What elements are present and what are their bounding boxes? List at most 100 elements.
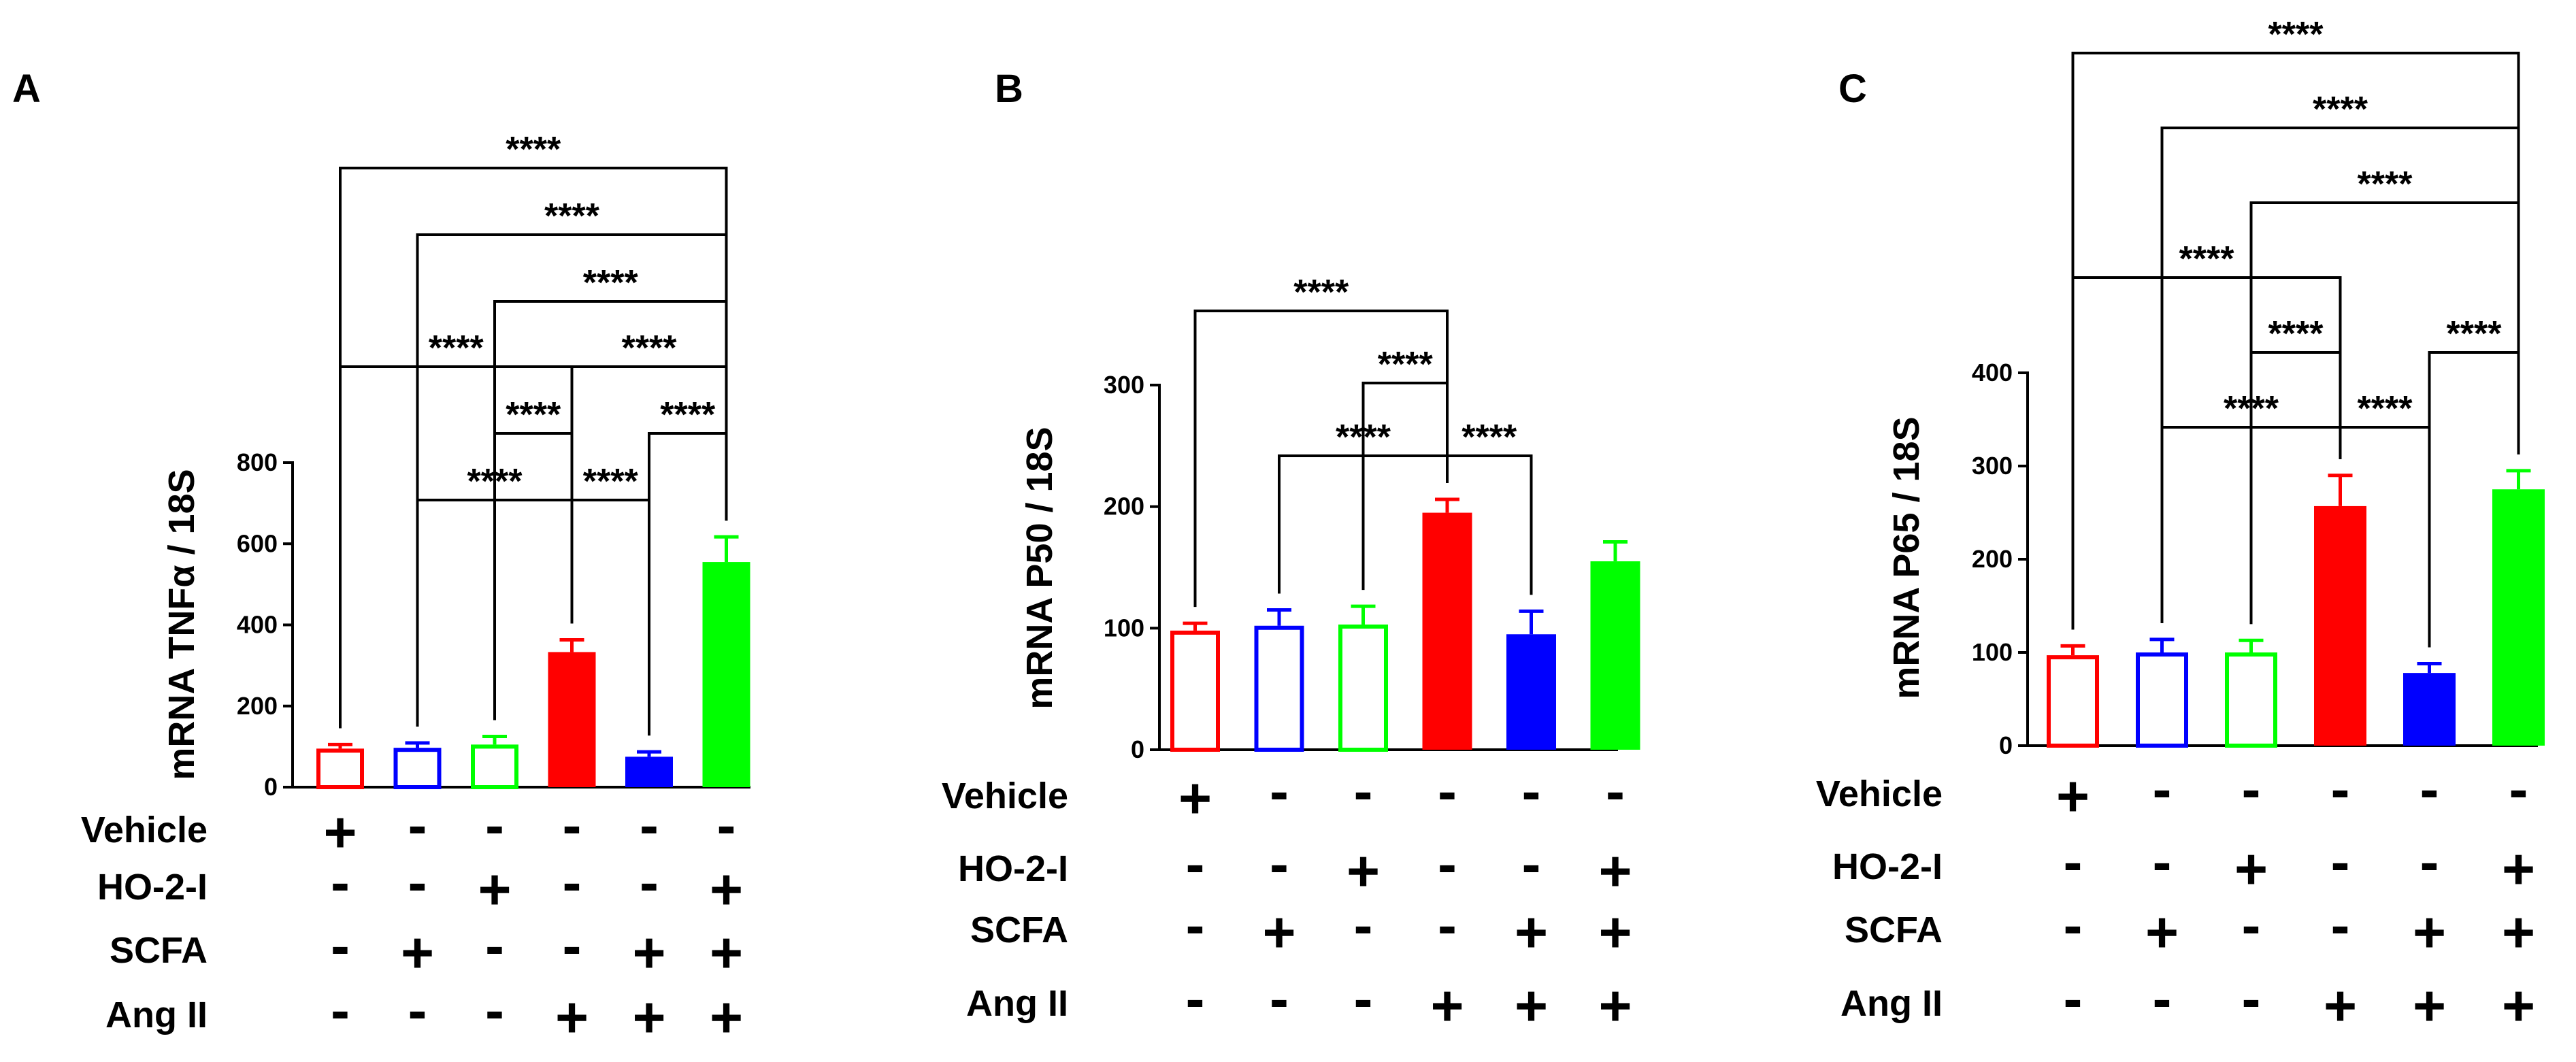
treatment-sign: -: [1606, 759, 1625, 823]
y-axis-title: mRNA TNFα / 18S: [161, 469, 202, 780]
significance-label: ****: [583, 263, 639, 303]
bar: [625, 757, 673, 787]
treatment-sign: +: [1347, 839, 1380, 903]
treatment-sign: +: [401, 920, 434, 984]
treatment-sign: +: [632, 920, 665, 984]
significance-label: ****: [1293, 273, 1349, 312]
significance-label: ****: [506, 395, 561, 435]
y-tick-label: 600: [237, 529, 278, 557]
treatment-sign: -: [717, 793, 736, 857]
treatment-sign: -: [1354, 759, 1373, 823]
treatment-sign: -: [2420, 830, 2439, 894]
treatment-sign: -: [1270, 759, 1289, 823]
treatment-sign: -: [2242, 893, 2261, 957]
treatment-sign: +: [1598, 839, 1632, 903]
treatment-sign: -: [1270, 967, 1289, 1031]
bar: [2314, 505, 2366, 746]
treatment-sign: +: [2413, 974, 2446, 1038]
treatment-sign: +: [1598, 900, 1632, 964]
treatment-sign: -: [1522, 759, 1541, 823]
treatment-sign: -: [485, 978, 504, 1042]
treatment-row-label: Ang II: [105, 995, 208, 1035]
y-tick-label: 200: [1104, 493, 1144, 520]
treatment-sign: -: [2420, 757, 2439, 821]
treatment-sign: -: [2153, 757, 2172, 821]
treatment-sign: +: [2502, 900, 2535, 964]
significance-label: ****: [1378, 345, 1434, 384]
treatment-sign: +: [2234, 837, 2268, 901]
y-tick-label: 800: [237, 448, 278, 476]
treatment-row-label: SCFA: [1845, 910, 1943, 950]
significance-label: ****: [622, 329, 678, 368]
significance-label: ****: [2224, 389, 2279, 429]
bar: [2225, 652, 2277, 748]
significance-label: ****: [2358, 165, 2413, 204]
bar: [316, 748, 364, 789]
treatment-sign: -: [1186, 893, 1205, 957]
treatment-sign: -: [2153, 830, 2172, 894]
significance-bracket: [493, 300, 728, 720]
treatment-sign: +: [710, 920, 743, 984]
y-tick-label: 0: [264, 773, 278, 801]
treatment-sign: -: [563, 793, 582, 857]
treatment-sign: -: [2509, 757, 2528, 821]
treatment-sign: +: [323, 800, 357, 864]
treatment-sign: -: [1522, 832, 1541, 896]
significance-bracket: [570, 499, 650, 736]
significance-label: ****: [583, 462, 639, 501]
significance-label: ****: [660, 395, 716, 435]
treatment-sign: -: [2064, 967, 2083, 1031]
treatment-sign: +: [2056, 764, 2090, 828]
y-tick-label: 100: [1972, 638, 2013, 666]
bar: [1506, 634, 1556, 750]
treatment-sign: +: [478, 857, 511, 921]
treatment-sign: -: [331, 850, 350, 914]
y-tick-label: 300: [1972, 452, 2013, 480]
treatment-sign: -: [563, 914, 582, 978]
treatment-sign: -: [485, 914, 504, 978]
y-tick-label: 200: [1972, 545, 2013, 573]
bar: [1254, 625, 1304, 752]
treatment-sign: -: [2064, 830, 2083, 894]
treatment-sign: -: [2331, 830, 2350, 894]
treatment-sign: +: [2324, 974, 2357, 1038]
treatment-sign: +: [555, 985, 589, 1049]
treatment-sign: +: [2502, 974, 2535, 1038]
treatment-sign: -: [1354, 967, 1373, 1031]
treatment-row-label: HO-2-I: [1832, 846, 1943, 887]
significance-label: ****: [1336, 418, 1391, 457]
y-tick-label: 0: [1131, 735, 1144, 763]
treatment-row-label: HO-2-I: [97, 867, 208, 908]
treatment-sign: -: [2242, 757, 2261, 821]
bar: [2492, 489, 2545, 746]
treatment-sign: +: [2413, 900, 2446, 964]
treatment-sign: +: [1178, 766, 1212, 830]
treatment-sign: -: [331, 978, 350, 1042]
bar: [2136, 652, 2188, 748]
significance-label: ****: [506, 130, 561, 169]
treatment-sign: -: [1270, 832, 1289, 896]
significance-label: ****: [544, 197, 600, 236]
y-tick-label: 0: [1999, 731, 2013, 759]
significance-label: ****: [1462, 418, 1517, 457]
treatment-row-label: Vehicle: [1816, 774, 1943, 814]
treatment-row-label: Vehicle: [81, 810, 208, 850]
treatment-sign: +: [1262, 900, 1295, 964]
significance-label: ****: [2268, 314, 2324, 354]
treatment-sign: +: [1598, 974, 1632, 1038]
treatment-row-label: HO-2-I: [958, 848, 1068, 889]
treatment-sign: -: [1438, 832, 1457, 896]
significance-label: ****: [429, 329, 484, 368]
y-tick-label: 200: [237, 692, 278, 720]
treatment-sign: +: [2145, 900, 2179, 964]
y-axis-title: mRNA P50 / 18S: [1019, 427, 1060, 709]
bar: [471, 744, 518, 790]
significance-label: ****: [2313, 90, 2368, 129]
significance-bracket: [1446, 454, 1533, 595]
significance-bracket: [2339, 426, 2431, 648]
bar: [1422, 512, 1472, 750]
treatment-sign: +: [632, 985, 665, 1049]
bar: [2403, 673, 2456, 746]
